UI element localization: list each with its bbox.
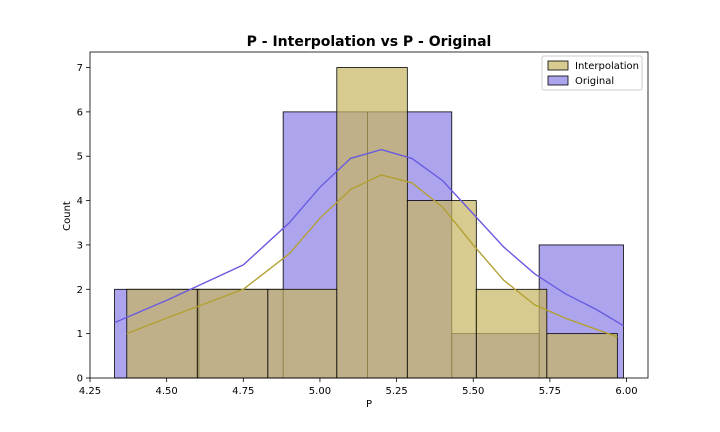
- y-tick-label: 1: [77, 329, 83, 340]
- interpolation-bar-1: [196, 288, 269, 379]
- plot-area: 4.25 4.50 4.75 5.00 5.25 5.50 5.75 6.00 0 1 2 3 4 5 6 7: [77, 51, 649, 397]
- interpolation-bar-3: [336, 67, 408, 379]
- legend-swatch-interpolation: [547, 60, 569, 71]
- plot-frame: [89, 51, 649, 379]
- interpolation-bar-5: [475, 288, 548, 379]
- interpolation-kde-line: [126, 174, 618, 338]
- x-tick-label: 4.50: [156, 386, 178, 397]
- y-axis-label: Count: [62, 201, 73, 231]
- y-tick-label: 5: [77, 152, 83, 163]
- x-tick-label: 4.75: [232, 386, 254, 397]
- y-tick-label: 6: [77, 107, 83, 118]
- y-tick-label: 4: [77, 196, 83, 207]
- x-tick-label: 5.75: [539, 386, 561, 397]
- x-tick-label: 5.25: [385, 386, 407, 397]
- legend-swatch-original: [547, 75, 569, 86]
- y-tick-label: 2: [77, 285, 83, 296]
- x-axis-label: P: [366, 399, 372, 410]
- legend: Interpolation Original: [541, 55, 643, 91]
- x-tick-label: 6.00: [615, 386, 637, 397]
- x-tick-label: 5.00: [309, 386, 331, 397]
- interpolation-bar-4: [406, 200, 477, 379]
- y-tick-label: 7: [77, 63, 83, 74]
- x-tick-label: 5.50: [462, 386, 484, 397]
- y-tick-label: 0: [77, 374, 83, 385]
- y-tick-label: 3: [77, 240, 83, 251]
- original-kde-line: [114, 148, 624, 327]
- legend-label-interpolation: Interpolation: [575, 61, 639, 72]
- legend-label-original: Original: [575, 76, 614, 87]
- x-tick-label: 4.25: [79, 386, 101, 397]
- interpolation-bar-2: [267, 288, 338, 379]
- chart-title: P - Interpolation vs P - Original: [247, 34, 492, 50]
- interpolation-bar-6: [546, 333, 618, 379]
